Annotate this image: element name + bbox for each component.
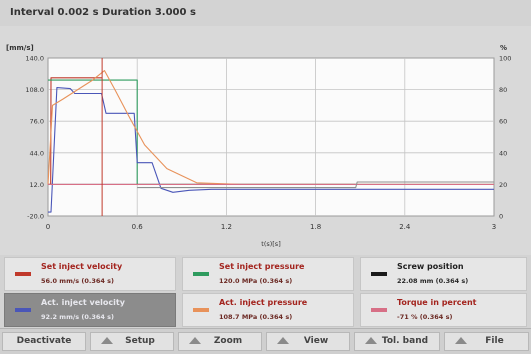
- interval-duration-label: Interval 0.002 s Duration 3.000 s: [10, 7, 196, 18]
- file-button[interactable]: File: [444, 332, 529, 351]
- legend-swatch: [371, 272, 387, 276]
- legend-value: -71 % (0.364 s): [397, 313, 453, 321]
- setup-button[interactable]: Setup: [90, 332, 174, 351]
- legend-item-torque-percent[interactable]: Torque in percent -71 % (0.364 s): [360, 293, 527, 327]
- trend-chart[interactable]: 0 0.6 1.2 1.8 2.4 3 140.0 100 108.0 80 76.0 60 44.0 4…: [0, 26, 531, 255]
- legend-value: 108.7 MPa (0.364 s): [219, 313, 293, 321]
- y-left-tick-label: 44.0: [30, 149, 44, 157]
- legend-swatch: [371, 308, 387, 312]
- legend-swatch: [15, 308, 31, 312]
- view-label: View: [303, 336, 329, 346]
- view-button[interactable]: View: [266, 332, 350, 351]
- y-right-tick-label: 100: [499, 55, 511, 63]
- series-line-tolerance-band: [137, 181, 494, 189]
- y-left-tick-label: -20.0: [27, 213, 44, 221]
- x-tick-label: 2.4: [399, 223, 411, 231]
- y-left-axis-label: [mm/s]: [6, 44, 34, 52]
- legend-label: Torque in percent: [397, 298, 477, 307]
- triangle-up-icon: [101, 337, 113, 344]
- legend-item-screw-position[interactable]: Screw position 22.08 mm (0.364 s): [360, 257, 527, 291]
- legend-panel: Set inject velocity 56.0 mm/s (0.364 s) …: [0, 255, 531, 328]
- y-right-tick-label: 80: [499, 86, 507, 94]
- triangle-up-icon: [365, 337, 377, 344]
- legend-value: 22.08 mm (0.364 s): [397, 277, 469, 285]
- legend-label: Set inject pressure: [219, 262, 305, 271]
- y-left-tick-label: 140.0: [25, 55, 44, 63]
- y-left-tick-label: 76.0: [30, 118, 44, 126]
- x-tick-label: 0: [46, 223, 50, 231]
- y-right-tick-label: 40: [499, 149, 507, 157]
- title-bar: Interval 0.002 s Duration 3.000 s: [0, 0, 531, 27]
- series-line-act-inject-velocity: [48, 87, 494, 213]
- triangle-up-icon: [277, 337, 289, 344]
- y-right-axis-label: %: [500, 44, 507, 52]
- plot-area: [47, 57, 495, 217]
- y-left-tick-label: 12.0: [30, 181, 44, 189]
- legend-value: 92.2 mm/s (0.364 s): [41, 313, 114, 321]
- legend-swatch: [193, 272, 209, 276]
- y-right-tick-label: 20: [499, 181, 507, 189]
- legend-value: 56.0 mm/s (0.364 s): [41, 277, 114, 285]
- series-line-act-inject-pressure: [47, 70, 494, 185]
- legend-label: Act. inject velocity: [41, 298, 125, 307]
- y-right-tick-label: 0: [499, 213, 503, 221]
- legend-label: Set inject velocity: [41, 262, 123, 271]
- legend-item-act-inject-velocity[interactable]: Act. inject velocity 92.2 mm/s (0.364 s): [4, 293, 176, 327]
- zoom-button[interactable]: Zoom: [178, 332, 262, 351]
- legend-item-set-inject-velocity[interactable]: Set inject velocity 56.0 mm/s (0.364 s): [4, 257, 176, 291]
- deactivate-button[interactable]: Deactivate: [2, 332, 86, 351]
- tol-band-button[interactable]: Tol. band: [354, 332, 440, 351]
- legend-label: Act. inject pressure: [219, 298, 308, 307]
- legend-label: Screw position: [397, 262, 464, 271]
- legend-item-set-inject-pressure[interactable]: Set inject pressure 120.0 MPa (0.364 s): [182, 257, 354, 291]
- x-tick-label: 3: [492, 223, 496, 231]
- y-right-tick-label: 60: [499, 118, 507, 126]
- legend-value: 120.0 MPa (0.364 s): [219, 277, 293, 285]
- setup-label: Setup: [125, 336, 155, 346]
- tol-band-label: Tol. band: [381, 336, 429, 346]
- x-tick-label: 1.8: [310, 223, 321, 231]
- x-axis-label: t(s)[s]: [261, 240, 280, 248]
- legend-item-act-inject-pressure[interactable]: Act. inject pressure 108.7 MPa (0.364 s): [182, 293, 354, 327]
- deactivate-label: Deactivate: [16, 336, 72, 346]
- triangle-up-icon: [189, 337, 201, 344]
- triangle-up-icon: [455, 337, 467, 344]
- y-left-tick-label: 108.0: [25, 86, 44, 94]
- x-tick-label: 1.2: [221, 223, 232, 231]
- legend-swatch: [15, 272, 31, 276]
- x-tick-label: 0.6: [132, 223, 144, 231]
- softkey-bar: Deactivate Setup Zoom View Tol. band Fil…: [0, 328, 531, 354]
- zoom-label: Zoom: [213, 336, 243, 346]
- file-label: File: [485, 336, 504, 346]
- legend-swatch: [193, 308, 209, 312]
